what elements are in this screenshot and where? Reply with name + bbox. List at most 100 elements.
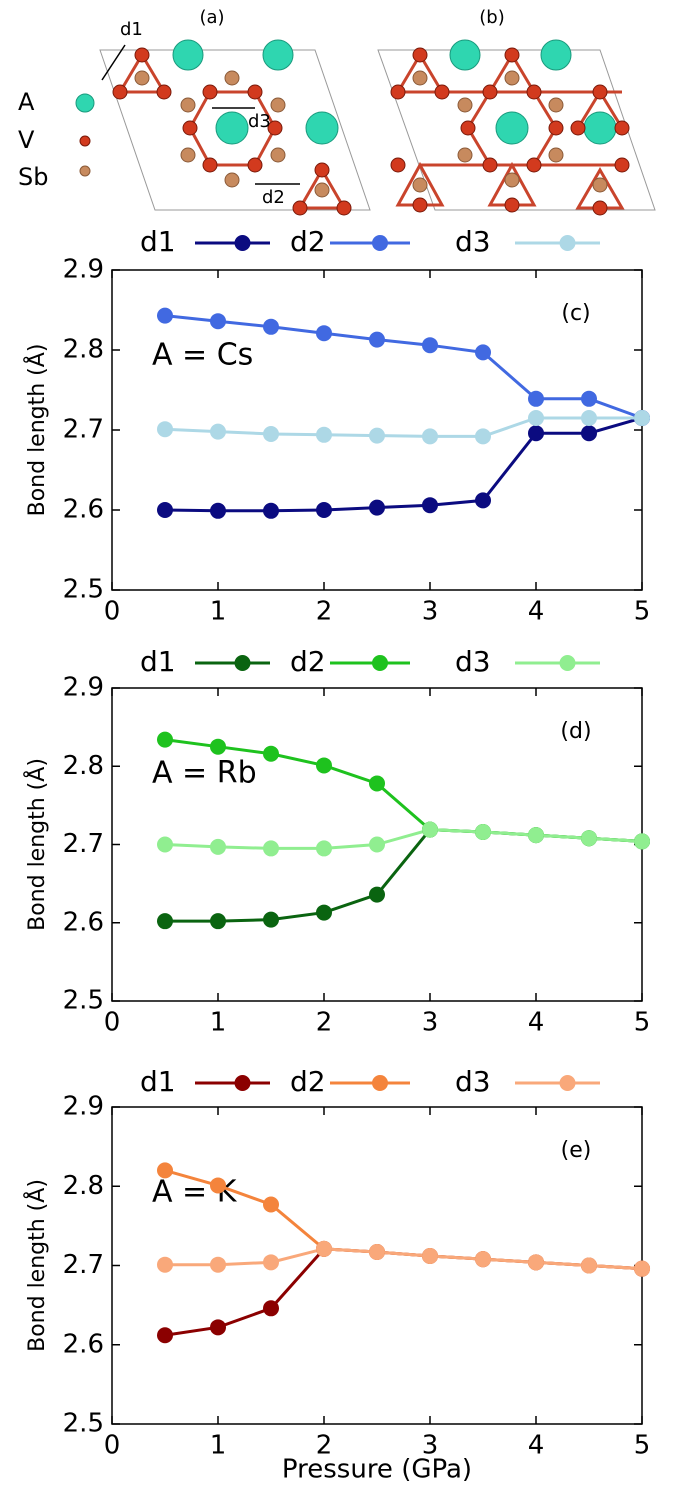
legend-label: d3	[455, 645, 491, 678]
legend-marker	[234, 235, 251, 251]
y-axis-label: Bond length (Å)	[23, 344, 50, 517]
data-point	[263, 1300, 279, 1317]
y-axis-label: Bond length (Å)	[23, 758, 50, 931]
series-line	[164, 314, 643, 420]
x-tick-label: 3	[422, 1431, 439, 1461]
data-point	[210, 502, 226, 519]
data-point	[528, 827, 544, 844]
data-point	[475, 1251, 491, 1268]
data-point	[263, 502, 279, 519]
x-tick-label: 4	[528, 1431, 545, 1461]
data-point	[210, 423, 226, 440]
legend-marker	[234, 655, 251, 671]
y-tick-label: 2.5	[63, 986, 104, 1016]
cell	[99, 49, 371, 211]
data-point	[581, 390, 597, 407]
data-point	[528, 410, 544, 426]
y-tick-label: 2.8	[63, 1171, 104, 1201]
x-tick-label: 1	[210, 1008, 227, 1038]
data-point	[634, 833, 650, 850]
legend-label: d3	[455, 225, 491, 258]
y-tick-label: 2.9	[63, 1092, 104, 1122]
y-tick-label: 2.6	[63, 1329, 104, 1359]
data-point	[263, 318, 279, 335]
x-tick-label: 3	[422, 597, 439, 627]
data-point	[422, 428, 438, 445]
legend-marker	[559, 655, 576, 671]
data-point	[369, 331, 385, 348]
data-point	[422, 497, 438, 514]
series-line	[164, 828, 643, 850]
data-point	[316, 325, 332, 342]
data-point	[263, 1254, 279, 1271]
a-atoms	[75, 39, 617, 145]
y-tick-label: 2.8	[63, 335, 104, 365]
y-tick-label: 2.9	[63, 673, 104, 703]
bond-arrows	[101, 44, 300, 185]
x-tick-label: 1	[210, 597, 227, 627]
legend-label: d2	[290, 225, 326, 258]
bond-label: d1	[120, 19, 143, 40]
y-tick-label: 2.7	[63, 415, 104, 445]
data-point	[210, 738, 226, 755]
data-point	[316, 904, 332, 921]
x-tick-label: 5	[634, 1008, 651, 1038]
y-tick-label: 2.5	[63, 1409, 104, 1439]
bond-label: d2	[262, 187, 285, 208]
data-point	[422, 821, 438, 838]
data-point	[157, 421, 173, 438]
legend-label: d1	[140, 225, 176, 258]
x-tick-label: 3	[422, 1008, 439, 1038]
v-atoms	[79, 47, 630, 216]
series-line	[164, 416, 643, 513]
data-point	[369, 1244, 385, 1261]
data-point	[210, 913, 226, 930]
data-point	[475, 492, 491, 509]
data-point	[422, 1247, 438, 1264]
data-point	[210, 1256, 226, 1273]
series-line	[164, 1247, 643, 1337]
series-line	[165, 1247, 643, 1271]
legend-label: V	[18, 126, 35, 154]
data-point	[157, 502, 173, 518]
data-point	[369, 775, 385, 792]
data-point	[263, 1196, 279, 1213]
legend-label: d2	[290, 645, 326, 678]
sb-atoms	[79, 70, 608, 198]
data-point	[316, 1240, 332, 1257]
legend-label: Sb	[18, 163, 48, 191]
legend-marker	[559, 235, 576, 251]
panel-label: (c)	[561, 301, 590, 326]
x-tick-label: 5	[634, 597, 651, 627]
data-point	[581, 425, 597, 442]
data-point	[528, 425, 544, 442]
legend-label: A	[18, 88, 35, 116]
x-tick-label: 2	[316, 1431, 333, 1461]
data-point	[157, 731, 173, 748]
data-point	[634, 410, 650, 426]
data-point	[369, 499, 385, 516]
data-point	[369, 886, 385, 903]
legend-marker	[234, 1075, 251, 1091]
x-tick-label: 0	[104, 1008, 121, 1038]
panel-label: (e)	[561, 1138, 592, 1163]
data-point	[210, 838, 226, 855]
y-tick-label: 2.6	[63, 907, 104, 937]
data-point	[316, 502, 332, 518]
data-point	[581, 830, 597, 847]
data-point	[528, 1254, 544, 1271]
data-point	[369, 836, 385, 853]
data-point	[210, 313, 226, 330]
legend-marker	[372, 235, 388, 251]
structure: (a) (b) A V Sb d1 d3 d2	[18, 7, 656, 216]
data-point	[263, 911, 279, 928]
panel-label: (b)	[479, 7, 504, 28]
legend-label: d3	[455, 1065, 491, 1098]
y-tick-label: 2.6	[63, 495, 104, 525]
panel-label: (a)	[199, 7, 224, 28]
data-point	[369, 427, 385, 444]
data-point	[210, 1177, 226, 1194]
y-axis-label: Bond length (Å)	[23, 1179, 50, 1352]
cell	[377, 49, 656, 211]
data-point	[422, 337, 438, 354]
